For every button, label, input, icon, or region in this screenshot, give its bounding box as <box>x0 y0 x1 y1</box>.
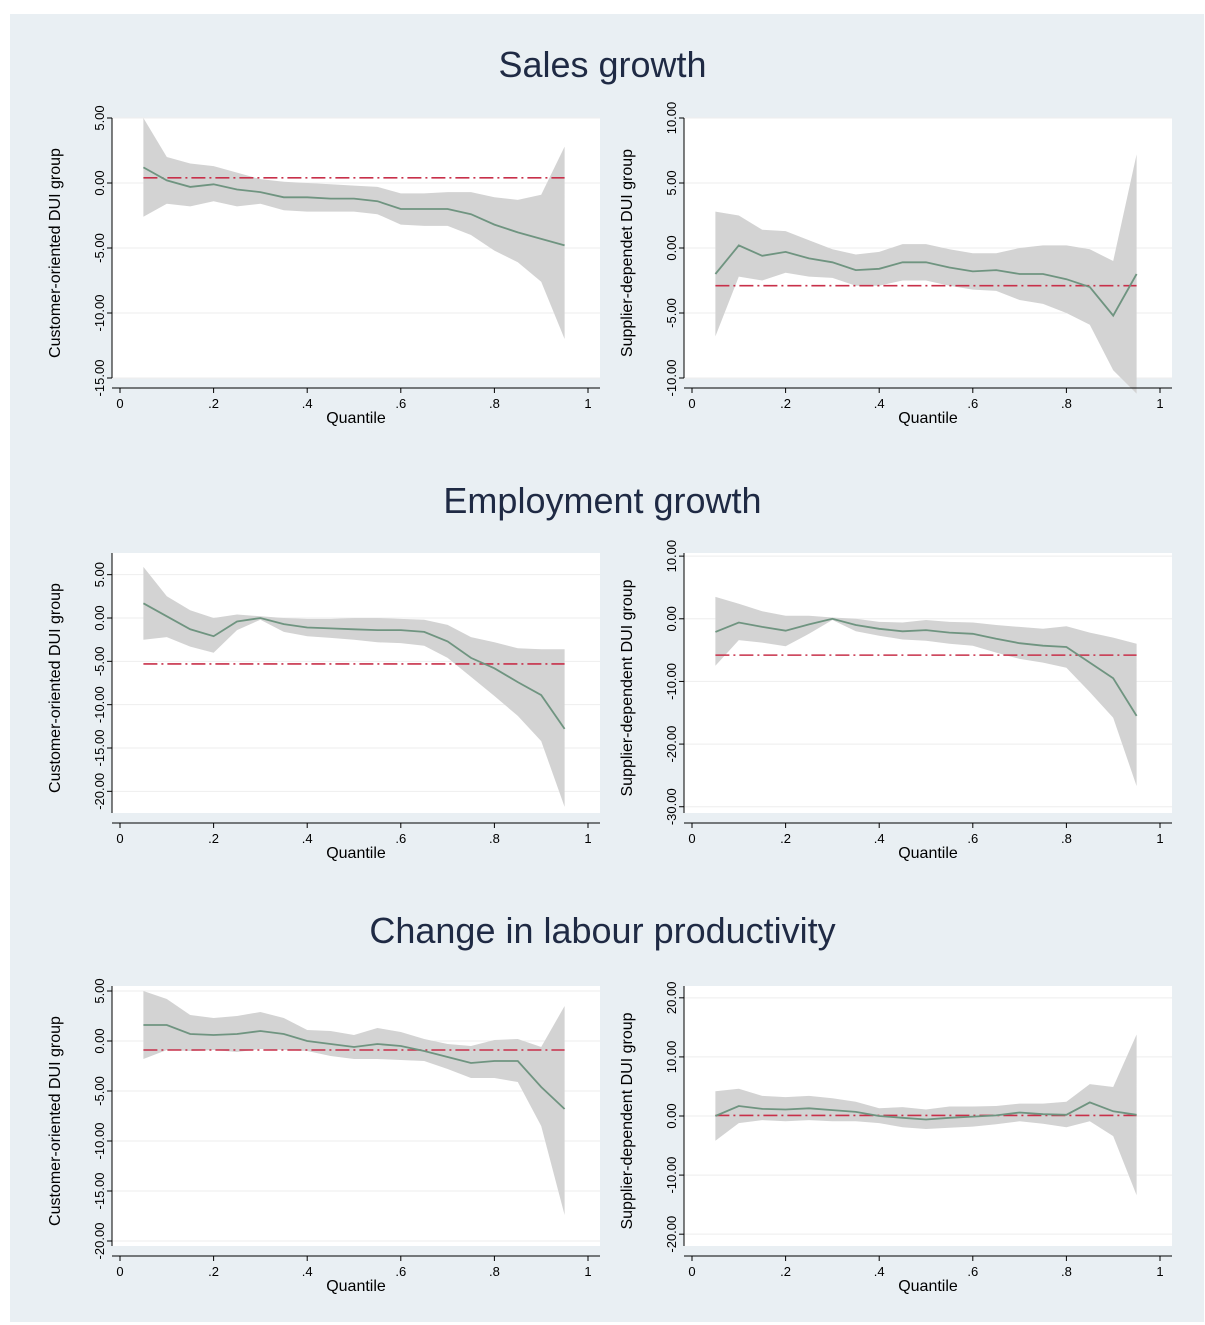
y-axis-label: Customer-oriented DUI group <box>47 1016 64 1226</box>
x-tick-label: .2 <box>208 396 219 411</box>
y-tick-label: -10.00 <box>92 686 107 723</box>
y-tick-label: 10.00 <box>664 102 679 135</box>
chart-employment-customer: 5.00 0.00 -5.00 -10.00 -15.00 -20.00 0 .2 .4 .6 .8… <box>47 553 600 862</box>
y-tick-label: -20.00 <box>92 1223 107 1260</box>
confidence-band <box>715 154 1137 394</box>
x-tick-label: .6 <box>967 396 978 411</box>
x-tick-label: 1 <box>1156 396 1163 411</box>
y-tick-label: -20.00 <box>664 726 679 763</box>
y-tick-label: 20.00 <box>664 982 679 1015</box>
x-tick-label: .8 <box>1061 831 1072 846</box>
chart-sales-customer: 5.00 0.00 -5.00 -10.00 -15.00 0 .2 .4 .6 .8 1 Quant… <box>47 105 600 427</box>
y-tick-label: 0.00 <box>92 1028 107 1053</box>
x-tick-label: 0 <box>688 831 695 846</box>
confidence-band <box>143 991 565 1215</box>
y-axis-label: Supplier-dependent DUI group <box>619 1012 636 1229</box>
x-tick-label: .8 <box>1061 1264 1072 1279</box>
y-tick-label: -10.00 <box>664 360 679 397</box>
x-axis-label: Quantile <box>326 410 386 427</box>
x-tick-label: 0 <box>116 396 123 411</box>
section-title-employment-growth: Employment growth <box>443 480 762 521</box>
x-tick-label: .8 <box>489 1264 500 1279</box>
section-title-labour-productivity: Change in labour productivity <box>369 910 836 951</box>
y-tick-label: -30.00 <box>664 788 679 825</box>
estimate-line <box>715 1101 1137 1121</box>
x-tick-label: .2 <box>780 831 791 846</box>
x-tick-label: .8 <box>489 831 500 846</box>
y-tick-label: 10.00 <box>664 540 679 573</box>
estimate-line <box>142 602 566 730</box>
x-tick-label: 0 <box>688 396 695 411</box>
x-tick-label: .6 <box>395 1264 406 1279</box>
x-tick-label: .6 <box>395 831 406 846</box>
chart-sales-supplier: 10.00 5.00 0.00 -5.00 -10.00 0 .2 .4 .6 .8 1 Quanti… <box>619 102 1172 427</box>
y-tick-label: 0.00 <box>664 1103 679 1128</box>
y-tick-label: 0.00 <box>664 235 679 260</box>
x-axis-label: Quantile <box>898 1278 958 1295</box>
y-tick-label: -20.00 <box>92 773 107 810</box>
chart-productivity-customer: 5.00 0.00 -5.00 -10.00 -15.00 -20.00 0 .2 .4 .6 .8… <box>47 978 600 1295</box>
y-tick-label: 0.00 <box>92 605 107 630</box>
x-tick-label: .6 <box>967 831 978 846</box>
section-title-sales-growth: Sales growth <box>498 44 707 85</box>
x-tick-label: .4 <box>302 831 313 846</box>
estimate-line <box>715 617 1138 717</box>
estimate-line <box>142 166 565 247</box>
x-tick-label: 1 <box>584 1264 591 1279</box>
confidence-band <box>143 118 565 339</box>
x-tick-label: .4 <box>874 831 885 846</box>
y-axis-label: Supplier-dependent DUI group <box>619 579 636 796</box>
y-axis-label: Customer-oriented DUI group <box>47 148 64 358</box>
y-tick-label: -10.00 <box>92 295 107 332</box>
y-tick-label: 5.00 <box>92 562 107 587</box>
y-tick-label: -5.00 <box>92 233 107 263</box>
x-tick-label: .6 <box>967 1264 978 1279</box>
x-tick-label: .2 <box>208 831 219 846</box>
x-tick-label: 1 <box>584 396 591 411</box>
y-tick-label: -15.00 <box>92 1173 107 1210</box>
x-tick-label: 1 <box>1156 831 1163 846</box>
x-tick-label: .8 <box>489 396 500 411</box>
x-tick-label: .2 <box>208 1264 219 1279</box>
estimate-line <box>714 244 1138 318</box>
y-tick-label: -5.00 <box>664 298 679 328</box>
x-tick-label: .2 <box>780 396 791 411</box>
y-tick-label: 5.00 <box>92 978 107 1003</box>
y-axis-label: Supplier-dependet DUI group <box>619 149 636 357</box>
x-axis-label: Quantile <box>326 845 386 862</box>
chart-employment-supplier: 10.00 0.00 -10.00 -20.00 -30.00 0 .2 .4 .6 .8 1 Qua… <box>619 540 1172 862</box>
y-tick-label: -5.00 <box>92 647 107 677</box>
estimate-line <box>143 1024 566 1110</box>
x-tick-label: .2 <box>780 1264 791 1279</box>
x-tick-label: 0 <box>116 1264 123 1279</box>
x-tick-label: .6 <box>395 396 406 411</box>
y-tick-label: -10.00 <box>664 663 679 700</box>
x-tick-label: .4 <box>302 1264 313 1279</box>
y-tick-label: 10.00 <box>664 1041 679 1074</box>
x-axis-label: Quantile <box>898 410 958 427</box>
y-tick-label: 5.00 <box>92 105 107 130</box>
y-tick-label: 0.00 <box>664 606 679 631</box>
y-tick-label: -5.00 <box>92 1076 107 1106</box>
y-tick-label: -15.00 <box>92 360 107 397</box>
x-tick-label: .4 <box>874 1264 885 1279</box>
y-tick-label: -10.00 <box>92 1123 107 1160</box>
x-tick-label: 1 <box>584 831 591 846</box>
x-tick-label: .4 <box>874 396 885 411</box>
x-tick-label: 1 <box>1156 1264 1163 1279</box>
chart-productivity-supplier: 20.00 10.00 0.00 -10.00 -20.00 0 .2 .4 .6 .8 1 Quan… <box>619 982 1172 1295</box>
y-axis-label: Customer-oriented DUI group <box>47 583 64 793</box>
y-tick-label: -15.00 <box>92 730 107 767</box>
x-tick-label: 0 <box>688 1264 695 1279</box>
x-axis-label: Quantile <box>326 1278 386 1295</box>
x-axis-label: Quantile <box>898 845 958 862</box>
y-tick-label: 5.00 <box>664 170 679 195</box>
y-tick-label: -20.00 <box>664 1216 679 1253</box>
x-tick-label: .8 <box>1061 396 1072 411</box>
y-tick-label: -10.00 <box>664 1157 679 1194</box>
x-tick-label: 0 <box>116 831 123 846</box>
y-tick-label: 0.00 <box>92 170 107 195</box>
x-tick-label: .4 <box>302 396 313 411</box>
